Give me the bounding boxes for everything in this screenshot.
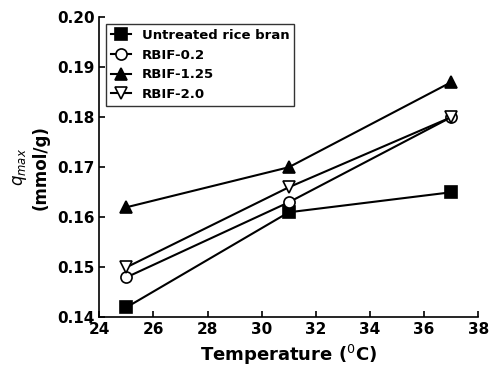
RBIF-1.25 — [448, 80, 454, 84]
RBIF-1.25 — [286, 165, 292, 169]
Legend: Untreated rice bran, RBIF-0.2, RBIF-1.25, RBIF-2.0: Untreated rice bran, RBIF-0.2, RBIF-1.25… — [106, 24, 294, 106]
Untreated rice bran — [448, 190, 454, 195]
RBIF-1.25 — [124, 205, 130, 209]
RBIF-2.0 — [124, 265, 130, 270]
Untreated rice bran — [124, 305, 130, 310]
Line: RBIF-2.0: RBIF-2.0 — [121, 112, 457, 273]
RBIF-0.2 — [286, 200, 292, 204]
Line: RBIF-1.25: RBIF-1.25 — [121, 77, 457, 213]
RBIF-2.0 — [286, 185, 292, 189]
Untreated rice bran — [286, 210, 292, 215]
Line: RBIF-0.2: RBIF-0.2 — [121, 112, 457, 283]
RBIF-0.2 — [448, 115, 454, 119]
RBIF-0.2 — [124, 275, 130, 280]
Y-axis label: $q_{max}$
(mmol/g): $q_{max}$ (mmol/g) — [11, 125, 50, 210]
RBIF-2.0 — [448, 115, 454, 119]
Line: Untreated rice bran: Untreated rice bran — [121, 187, 457, 313]
X-axis label: Temperature ($^0$C): Temperature ($^0$C) — [200, 343, 378, 367]
